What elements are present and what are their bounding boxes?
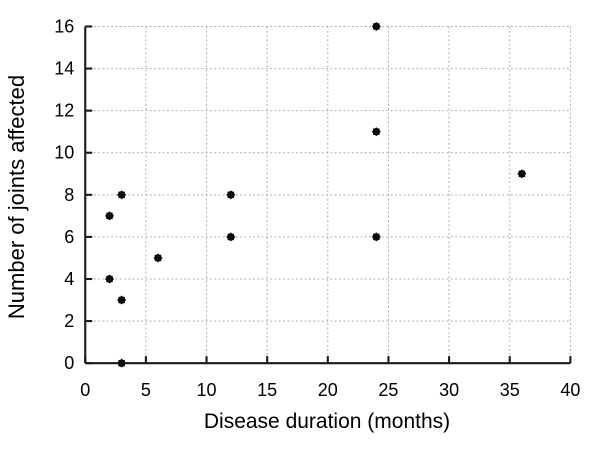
svg-text:0: 0 xyxy=(80,380,90,400)
svg-text:15: 15 xyxy=(257,380,277,400)
svg-text:35: 35 xyxy=(500,380,520,400)
svg-text:2: 2 xyxy=(64,311,74,331)
svg-text:0: 0 xyxy=(64,353,74,373)
svg-text:40: 40 xyxy=(560,380,580,400)
svg-text:5: 5 xyxy=(141,380,151,400)
svg-text:4: 4 xyxy=(64,269,74,289)
svg-text:12: 12 xyxy=(54,101,74,121)
svg-text:16: 16 xyxy=(54,16,74,36)
svg-text:30: 30 xyxy=(439,380,459,400)
svg-text:10: 10 xyxy=(54,143,74,163)
svg-text:14: 14 xyxy=(54,59,74,79)
svg-text:6: 6 xyxy=(64,227,74,247)
svg-text:20: 20 xyxy=(318,380,338,400)
svg-text:25: 25 xyxy=(378,380,398,400)
svg-text:8: 8 xyxy=(64,185,74,205)
svg-text:10: 10 xyxy=(197,380,217,400)
